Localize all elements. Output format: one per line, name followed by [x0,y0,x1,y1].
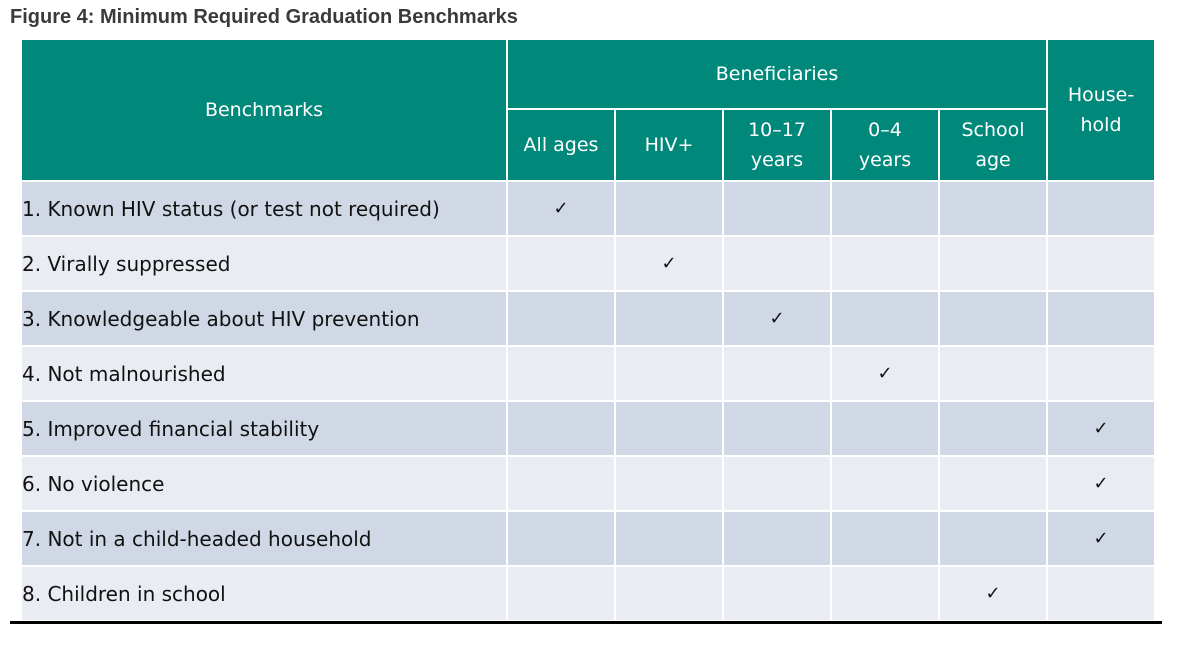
empty-cell [937,345,1049,402]
header-column-line1: HIV+ [644,134,694,156]
empty-cell [937,235,1049,292]
empty-cell [722,510,832,567]
empty-cell [937,510,1049,567]
header-benchmarks: Benchmarks [20,38,508,182]
empty-cell [1046,235,1157,292]
empty-cell [937,455,1049,512]
benchmark-label: 4. Not malnourished [20,345,508,402]
header-beneficiaries: Beneficiaries [505,38,1049,110]
figure-title: Figure 4: Minimum Required Graduation Be… [10,6,518,28]
check-icon: ✓ [506,180,616,237]
header-column-3: 0–4 years [830,108,940,182]
empty-cell [830,510,940,567]
benchmark-label: 7. Not in a child-headed household [20,510,508,567]
empty-cell [830,565,940,622]
empty-cell [830,455,940,512]
table-row: 5. Improved financial stability ✓ [20,400,1157,457]
check-icon: ✓ [1046,510,1157,567]
empty-cell [722,455,832,512]
empty-cell [506,455,616,512]
benchmarks-table: Benchmarks Beneficiaries House- hold All… [20,38,1157,622]
empty-cell [1046,290,1157,347]
benchmark-label: 5. Improved financial stability [20,400,508,457]
empty-cell [614,455,724,512]
empty-cell [722,235,832,292]
empty-cell [506,345,616,402]
benchmark-label: 8. Children in school [20,565,508,622]
empty-cell [614,345,724,402]
empty-cell [830,235,940,292]
benchmark-label: 6. No violence [20,455,508,512]
header-household-line2: hold [1080,114,1122,136]
header-column-line2: years [750,149,804,171]
header-column-line1: All ages [523,134,599,156]
header-column-2: 10–17 years [722,108,832,182]
benchmark-label: 1. Known HIV status (or test not require… [20,180,508,237]
table-row: 2. Virally suppressed ✓ [20,235,1157,292]
table-row: 1. Known HIV status (or test not require… [20,180,1157,237]
benchmark-label: 2. Virally suppressed [20,235,508,292]
empty-cell [1046,180,1157,237]
header-column-line2: age [975,149,1011,171]
header-column-0: All ages [506,108,616,182]
empty-cell [722,345,832,402]
header-household: House- hold [1046,38,1157,182]
table-row: 3. Knowledgeable about HIV prevention ✓ [20,290,1157,347]
empty-cell [722,180,832,237]
empty-cell [614,565,724,622]
empty-cell [722,400,832,457]
check-icon: ✓ [830,345,940,402]
check-icon: ✓ [937,565,1049,622]
header-column-4: School age [937,108,1049,182]
check-icon: ✓ [722,290,832,347]
empty-cell [937,400,1049,457]
empty-cell [830,400,940,457]
header-column-line1: 10–17 [748,119,806,141]
empty-cell [937,180,1049,237]
check-icon: ✓ [1046,455,1157,512]
empty-cell [506,565,616,622]
empty-cell [614,400,724,457]
empty-cell [614,180,724,237]
empty-cell [506,400,616,457]
check-icon: ✓ [1046,400,1157,457]
empty-cell [722,565,832,622]
table-row: 7. Not in a child-headed household ✓ [20,510,1157,567]
empty-cell [506,235,616,292]
empty-cell [614,290,724,347]
empty-cell [506,510,616,567]
empty-cell [830,290,940,347]
check-icon: ✓ [614,235,724,292]
empty-cell [506,290,616,347]
empty-cell [1046,345,1157,402]
header-household-line1: House- [1067,84,1135,106]
empty-cell [1046,565,1157,622]
benchmark-label: 3. Knowledgeable about HIV prevention [20,290,508,347]
table-row: 4. Not malnourished ✓ [20,345,1157,402]
header-column-1: HIV+ [614,108,724,182]
table-row: 6. No violence ✓ [20,455,1157,512]
header-column-line2: years [858,149,912,171]
header-column-line1: School [961,119,1025,141]
empty-cell [937,290,1049,347]
header-column-line1: 0–4 [868,119,902,141]
empty-cell [614,510,724,567]
table-row: 8. Children in school ✓ [20,565,1157,622]
empty-cell [830,180,940,237]
bottom-rule [10,621,1162,624]
